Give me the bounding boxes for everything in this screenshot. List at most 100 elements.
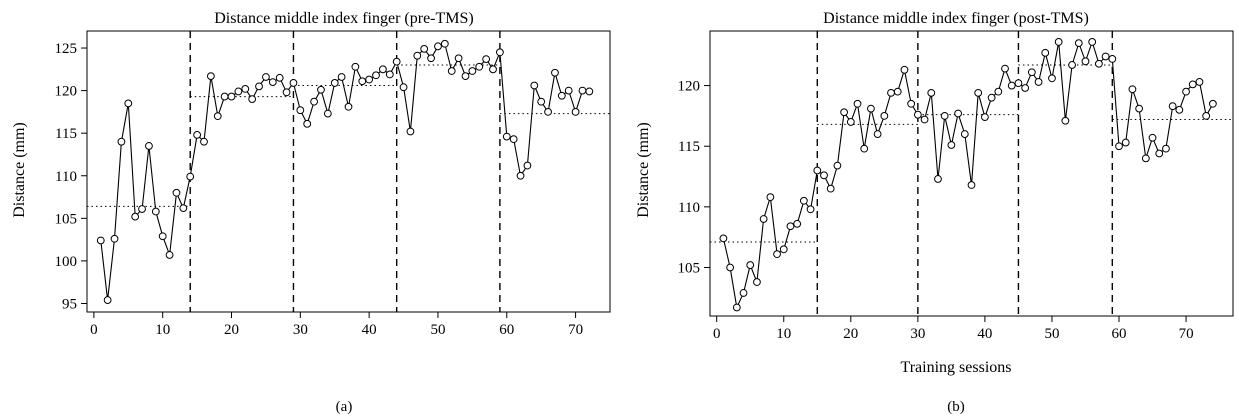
data-point <box>385 70 394 79</box>
data-point <box>739 289 748 297</box>
data-point <box>268 78 277 86</box>
y-tick-label: 120 <box>55 84 78 100</box>
data-point <box>96 236 105 245</box>
data-point <box>372 71 380 80</box>
data-point <box>344 102 353 111</box>
data-point <box>1007 81 1016 90</box>
data-point <box>145 142 153 150</box>
y-tick-label: 110 <box>55 169 77 185</box>
data-point <box>1188 80 1197 89</box>
data-point <box>172 188 181 197</box>
data-point <box>954 109 962 118</box>
data-point <box>960 130 969 138</box>
data-point <box>158 232 167 241</box>
data-point <box>853 99 862 108</box>
x-tick-label: 60 <box>499 322 514 338</box>
x-tick-label: 60 <box>1112 326 1127 342</box>
data-point <box>1034 78 1043 86</box>
data-point <box>820 171 828 180</box>
data-point <box>887 88 895 97</box>
data-point <box>379 65 387 74</box>
x-tick-label: 50 <box>430 322 445 338</box>
data-point <box>1121 138 1130 147</box>
data-point <box>1202 111 1211 120</box>
series-line <box>100 43 590 301</box>
plot-frame <box>709 30 1234 317</box>
data-point <box>516 171 525 180</box>
data-point <box>578 86 587 95</box>
data-point <box>103 296 112 304</box>
data-point <box>974 88 983 97</box>
data-point <box>880 111 889 120</box>
data-point <box>557 91 566 100</box>
data-point <box>124 99 133 108</box>
data-point <box>200 137 208 146</box>
data-point <box>530 81 539 90</box>
data-point <box>303 119 312 128</box>
x-tick-label: 20 <box>843 326 858 342</box>
panel-b: Distance middle index finger (post-TMS) … <box>635 10 1234 415</box>
data-point <box>1041 48 1050 57</box>
subfigure-label: (a) <box>336 399 353 415</box>
data-point <box>893 87 902 96</box>
data-point <box>873 130 882 138</box>
data-point <box>927 88 936 97</box>
data-point <box>151 207 160 216</box>
data-point <box>117 137 126 146</box>
subfigure-label: (b) <box>947 399 965 415</box>
data-point <box>867 104 875 113</box>
x-tick-label: 70 <box>1179 326 1194 342</box>
data-point <box>551 68 559 77</box>
data-point <box>468 67 477 75</box>
data-point <box>1101 52 1110 61</box>
data-point <box>1027 68 1036 77</box>
data-point <box>1001 64 1009 73</box>
data-point <box>537 97 546 106</box>
data-point <box>1014 79 1023 88</box>
data-point <box>1081 57 1090 66</box>
x-tick-label: 0 <box>713 326 721 342</box>
data-point <box>1088 38 1097 46</box>
data-point <box>799 196 808 205</box>
x-tick-label: 70 <box>568 322 583 338</box>
data-point <box>413 51 422 60</box>
data-point <box>813 166 822 175</box>
data-point <box>719 234 728 243</box>
x-axis-label: Training sessions <box>901 359 1012 376</box>
data-point <box>913 110 922 119</box>
data-point <box>440 39 449 48</box>
data-point <box>365 75 374 84</box>
data-point <box>165 251 174 259</box>
data-point <box>220 92 229 101</box>
data-point <box>131 212 140 221</box>
y-tick-label: 110 <box>678 200 700 216</box>
data-point <box>940 111 949 120</box>
y-tick-label: 115 <box>678 139 700 155</box>
data-point <box>806 205 815 214</box>
x-tick-label: 30 <box>910 326 925 342</box>
data-point <box>475 62 484 71</box>
data-point <box>732 303 741 312</box>
data-point <box>920 115 929 124</box>
data-point <box>759 215 768 223</box>
data-point <box>544 107 552 116</box>
data-point <box>323 109 332 118</box>
data-point <box>1108 54 1117 63</box>
data-point <box>330 79 339 87</box>
data-point <box>289 79 298 87</box>
data-point <box>826 184 835 193</box>
data-point <box>833 161 842 170</box>
y-tick-label: 115 <box>55 126 77 142</box>
data-point <box>1074 39 1083 48</box>
data-point <box>275 73 284 82</box>
data-point <box>502 132 511 141</box>
data-point <box>1148 133 1157 142</box>
data-point <box>296 106 305 115</box>
data-point <box>482 55 491 63</box>
series-line <box>722 40 1214 310</box>
plot-frame <box>86 30 611 313</box>
data-point <box>1155 149 1164 158</box>
data-point <box>947 141 956 149</box>
data-point <box>427 54 435 63</box>
